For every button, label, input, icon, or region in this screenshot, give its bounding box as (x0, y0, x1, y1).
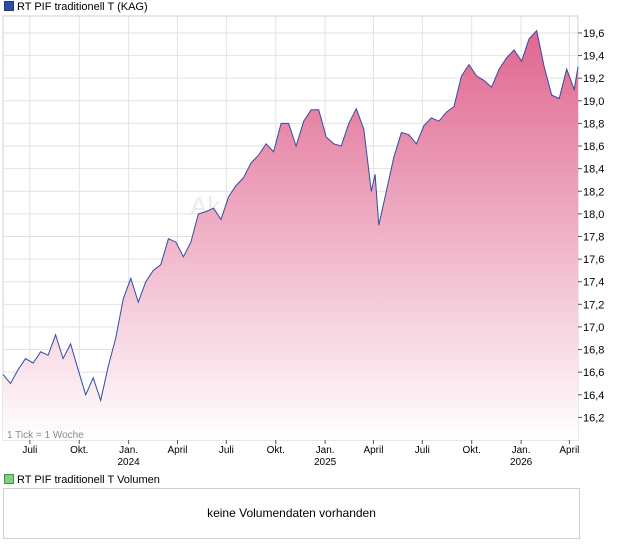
x-tick-label: Jan. (119, 445, 138, 456)
legend-price-swatch (4, 1, 14, 11)
y-tick-label: 18,6 (583, 141, 604, 153)
tick-info: 1 Tick = 1 Woche (7, 430, 84, 441)
y-tick-label: 16,6 (583, 367, 604, 379)
y-tick-label: 18,4 (583, 164, 604, 176)
x-tick-label: Okt. (463, 445, 481, 456)
x-tick-label: Juli (22, 445, 37, 456)
x-year-label: 2025 (314, 457, 337, 468)
y-tick-label: 18,2 (583, 186, 604, 198)
x-tick-label: Okt. (70, 445, 88, 456)
x-tick-label: Juli (415, 445, 430, 456)
y-tick-label: 19,6 (583, 28, 604, 40)
legend-volume-label: RT PIF traditionell T Volumen (17, 474, 160, 486)
legend-price: RT PIF traditionell T (KAG) (4, 0, 148, 14)
x-tick-label: April (559, 445, 579, 456)
y-tick-label: 17,8 (583, 231, 604, 243)
y-tick-label: 19,4 (583, 51, 604, 63)
y-tick-label: 17,0 (583, 322, 604, 334)
legend-volume: RT PIF traditionell T Volumen (4, 473, 160, 487)
y-tick-label: 19,0 (583, 96, 604, 108)
x-tick-label: Jan. (316, 445, 335, 456)
x-tick-label: Jan. (512, 445, 531, 456)
x-year-label: 2024 (118, 457, 141, 468)
x-tick-label: April (167, 445, 187, 456)
legend-price-label: RT PIF traditionell T (KAG) (17, 1, 148, 13)
legend-volume-swatch (4, 474, 14, 484)
y-tick-label: 17,6 (583, 254, 604, 266)
y-tick-label: 16,2 (583, 412, 604, 424)
volume-panel: keine Volumendaten vorhanden (3, 488, 580, 539)
y-tick-label: 19,2 (583, 73, 604, 85)
y-tick-label: 18,0 (583, 209, 604, 221)
y-tick-label: 18,8 (583, 118, 604, 130)
x-year-label: 2026 (510, 457, 533, 468)
price-line (2, 29, 579, 403)
x-tick-label: Okt. (267, 445, 285, 456)
y-tick-label: 16,8 (583, 345, 604, 357)
volume-message: keine Volumendaten vorhanden (207, 506, 376, 520)
x-tick-label: Juli (219, 445, 234, 456)
price-area (3, 30, 578, 440)
y-tick-label: 16,4 (583, 390, 604, 402)
y-tick-label: 17,4 (583, 277, 604, 289)
x-tick-label: April (363, 445, 383, 456)
y-tick-label: 17,2 (583, 299, 604, 311)
price-chart: Ak 16,216,416,616,817,017,217,417,617,81… (2, 15, 604, 468)
